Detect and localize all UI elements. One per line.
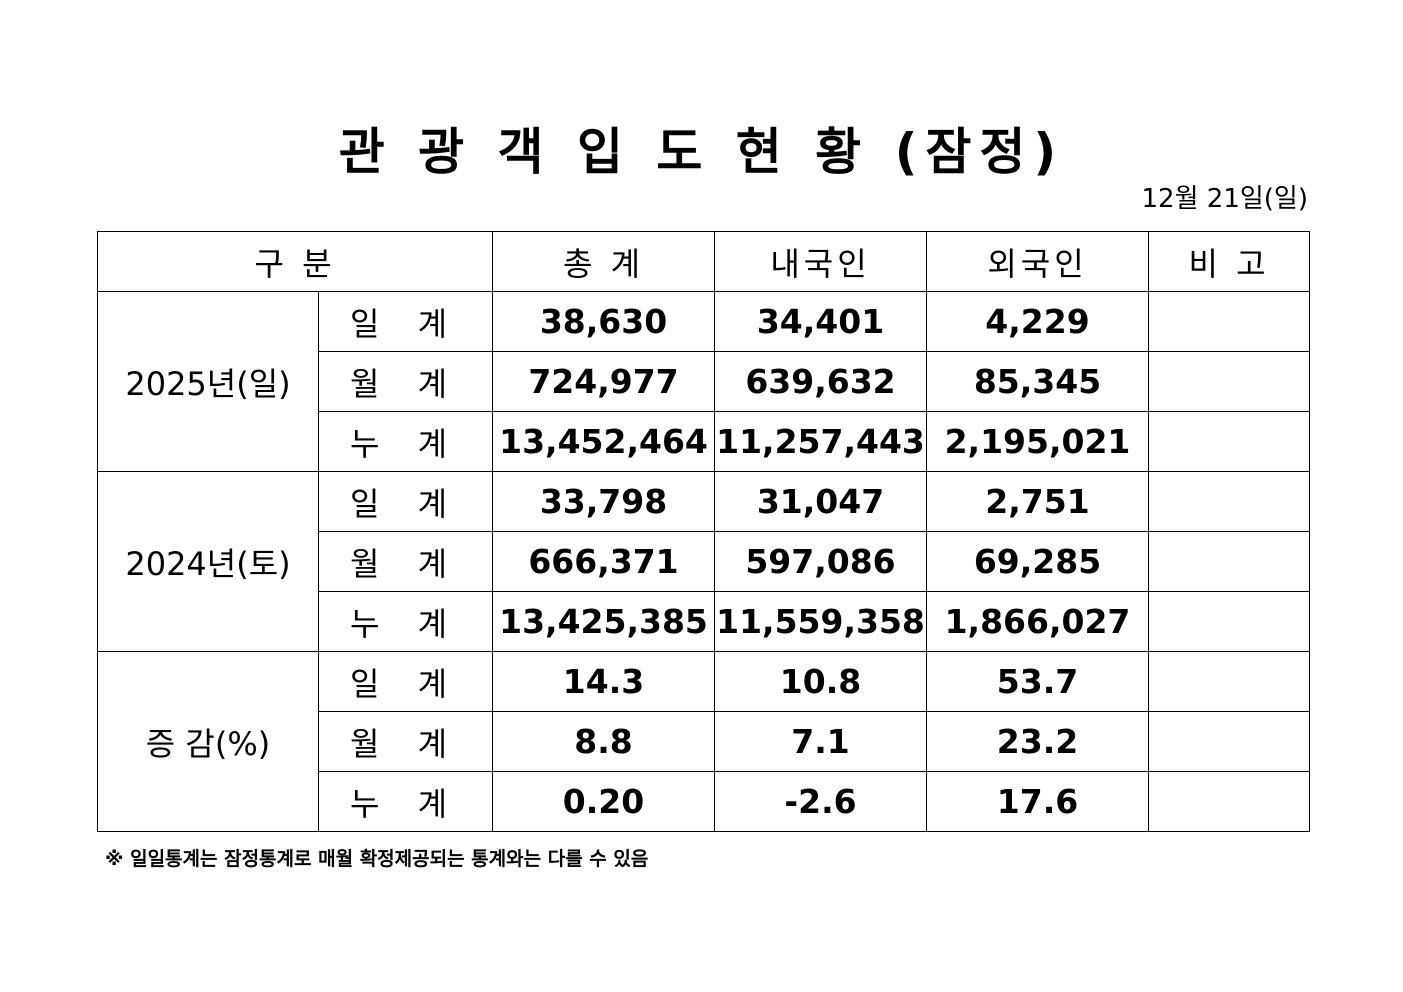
note-cell [1148, 291, 1310, 352]
value-cell: 38,630 [492, 291, 715, 352]
value-cell: 2,751 [926, 471, 1149, 532]
table-row: 누 계 13,452,464 11,257,443 2,195,021 [98, 411, 1310, 472]
value-cell: 11,559,358 [714, 591, 927, 652]
note-cell [1148, 411, 1310, 472]
value-cell: 23.2 [926, 711, 1149, 772]
value-cell: 724,977 [492, 351, 715, 412]
group-label: 증 감(%) [97, 651, 319, 832]
value-cell: 10.8 [714, 651, 927, 712]
table-row: 2024년(토) 일 계 33,798 31,047 2,751 [97, 471, 1310, 652]
row-label: 누 계 [318, 411, 493, 472]
row-label: 일 계 [318, 471, 493, 532]
note-cell [1148, 351, 1310, 412]
value-cell: 7.1 [714, 711, 927, 772]
row-label: 누 계 [318, 771, 493, 832]
date: 12월 21일(일) [1141, 184, 1308, 214]
group-label: 2024년(토) [97, 471, 319, 652]
note-cell [1148, 771, 1310, 832]
note-cell [1148, 471, 1310, 532]
table-row: 누 계 13,425,385 11,559,358 1,866,027 [98, 591, 1310, 652]
group-label: 2025년(일) [97, 291, 319, 472]
value-cell: 2,195,021 [926, 411, 1149, 472]
header-cell: 구 분 [97, 231, 493, 292]
table-row: 누 계 0.20 -2.6 17.6 [98, 771, 1310, 832]
title: 관 광 객 입 도 현 황 (잠정) [338, 123, 1065, 181]
row-label: 월 계 [318, 711, 493, 772]
note-cell [1148, 531, 1310, 592]
row-label: 월 계 [318, 531, 493, 592]
table-row: 증 감(%) 일 계 14.3 10.8 53.7 [97, 651, 1310, 832]
stats-table: 구 분 총 계 내국인 외국인 비 고 2025년(일) 일 계 38,630 34,… [97, 231, 1310, 832]
value-cell: 31,047 [714, 471, 927, 532]
row-label: 일 계 [318, 651, 493, 712]
value-cell: 597,086 [714, 531, 927, 592]
value-cell: 85,345 [926, 351, 1149, 412]
value-cell: 4,229 [926, 291, 1149, 352]
value-cell: 69,285 [926, 531, 1149, 592]
value-cell: -2.6 [714, 771, 927, 832]
value-cell: 33,798 [492, 471, 715, 532]
header-cell: 비 고 [1148, 231, 1310, 292]
note-cell [1148, 651, 1310, 712]
header-row: 구 분 총 계 내국인 외국인 비 고 [97, 231, 1310, 292]
value-cell: 11,257,443 [714, 411, 927, 472]
note-cell [1148, 591, 1310, 652]
table-body: 2025년(일) 일 계 38,630 34,401 4,229 월 계 724,977 63… [97, 291, 1310, 832]
value-cell: 14.3 [492, 651, 715, 712]
value-cell: 8.8 [492, 711, 715, 772]
row-label: 월 계 [318, 351, 493, 412]
note-cell [1148, 711, 1310, 772]
value-cell: 13,452,464 [492, 411, 715, 472]
row-label: 일 계 [318, 291, 493, 352]
header-cell: 내국인 [714, 231, 927, 292]
table-row: 월 계 8.8 7.1 23.2 [98, 711, 1310, 772]
header-cell: 총 계 [492, 231, 715, 292]
value-cell: 13,425,385 [492, 591, 715, 652]
table-row: 2025년(일) 일 계 38,630 34,401 4,229 [97, 291, 1310, 472]
row-label: 누 계 [318, 591, 493, 652]
value-cell: 639,632 [714, 351, 927, 412]
value-cell: 0.20 [492, 771, 715, 832]
value-cell: 34,401 [714, 291, 927, 352]
value-cell: 17.6 [926, 771, 1149, 832]
value-cell: 53.7 [926, 651, 1149, 712]
header-cell: 외국인 [926, 231, 1149, 292]
table-row: 월 계 666,371 597,086 69,285 [98, 531, 1310, 592]
footnote: ※ 일일통계는 잠정통계로 매월 확정제공되는 통계와는 다를 수 있음 [105, 848, 649, 870]
value-cell: 1,866,027 [926, 591, 1149, 652]
value-cell: 666,371 [492, 531, 715, 592]
